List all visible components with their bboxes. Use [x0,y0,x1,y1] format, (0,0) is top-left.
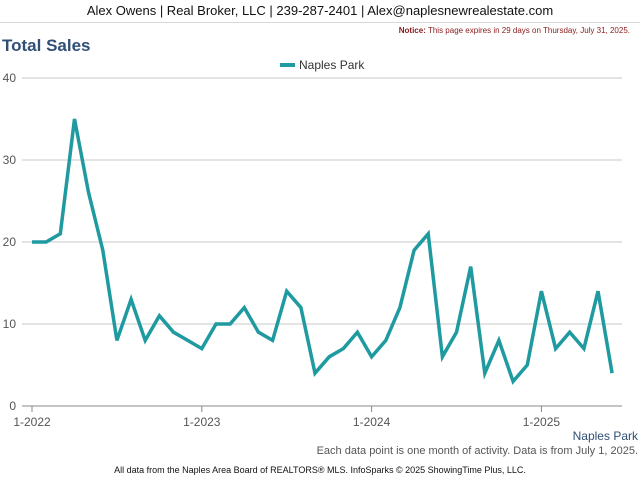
legend-label: Naples Park [299,58,365,72]
contact-header: Alex Owens | Real Broker, LLC | 239-287-… [0,0,640,23]
y-tick-label: 30 [3,153,17,167]
notice-label: Notice: [398,26,426,35]
y-tick-label: 10 [3,317,17,331]
y-tick-label: 20 [3,235,17,249]
expiry-notice: Notice: This page expires in 29 days on … [399,26,630,35]
x-tick-label: 1-2025 [523,415,561,429]
corner-series-label: Naples Park [573,429,639,443]
y-tick-label: 40 [3,71,17,85]
x-tick-label: 1-2024 [353,415,391,429]
chart-title: Total Sales [2,36,91,55]
x-tick-label: 1-2022 [13,415,51,429]
y-tick-label: 0 [9,399,16,413]
series-line-naples-park [32,118,614,385]
notice-text: This page expires in 29 days on Thursday… [427,26,630,35]
source-attribution: All data from the Naples Area Board of R… [114,465,526,475]
data-note: Each data point is one month of activity… [316,445,638,457]
x-tick-label: 1-2023 [183,415,221,429]
